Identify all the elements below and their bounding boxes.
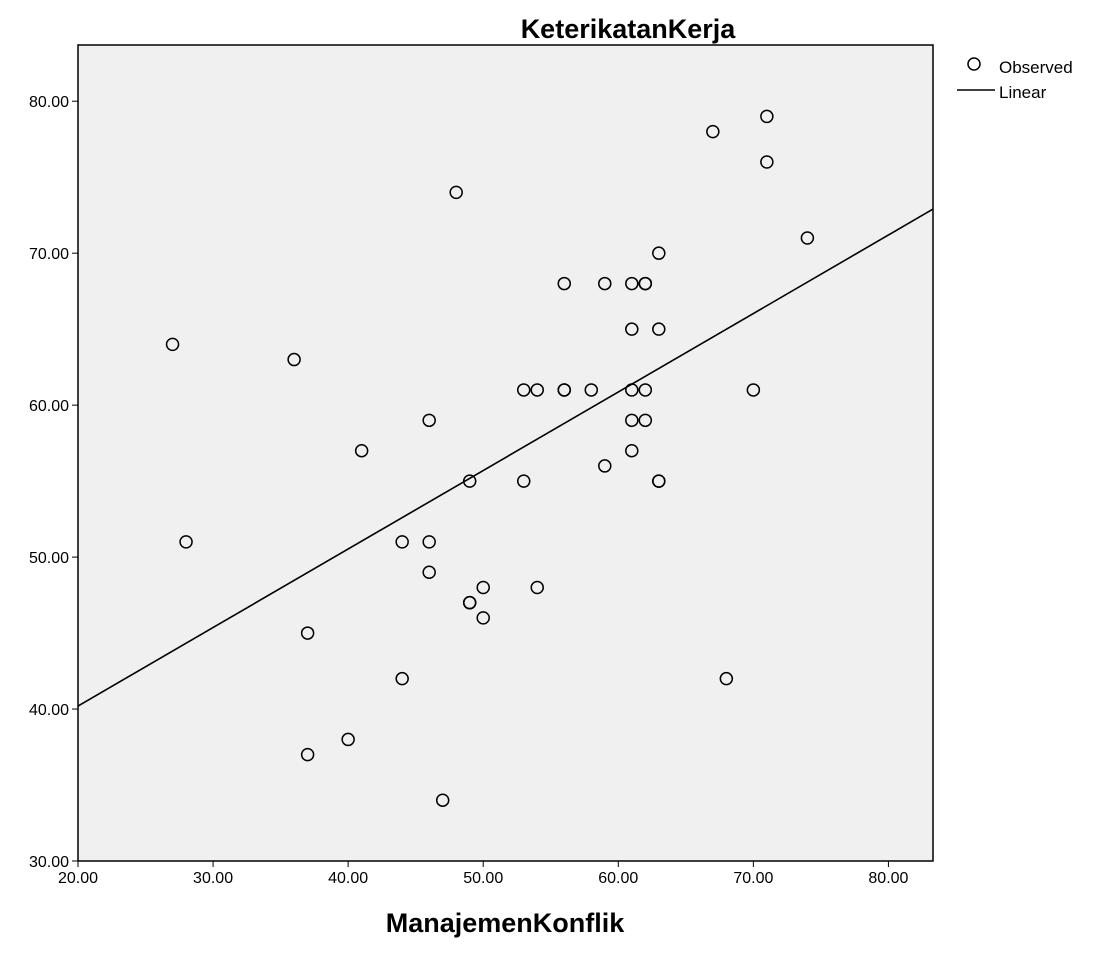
observed-point <box>516 383 531 397</box>
x-tick-label: 40.00 <box>328 870 368 887</box>
x-tick-label: 60.00 <box>598 870 638 887</box>
observed-point <box>598 459 612 473</box>
observed-point <box>652 474 666 488</box>
plot-area <box>77 44 934 862</box>
observed-point <box>476 611 490 625</box>
y-tick-label: 60.00 <box>29 398 69 415</box>
observed-point <box>625 443 639 458</box>
observed-point <box>557 383 572 397</box>
legend-linear-label: Linear <box>999 83 1047 102</box>
observed-point <box>341 732 355 747</box>
observed-point <box>652 322 666 336</box>
x-tick-label: 30.00 <box>193 870 233 887</box>
observed-point <box>165 337 180 352</box>
observed-point <box>800 231 815 245</box>
x-axis: 20.00 30.00 40.00 50.00 60.00 70.00 80.00 <box>58 861 909 887</box>
observed-point <box>462 474 477 488</box>
observed-point <box>760 155 774 169</box>
observed-point <box>652 246 666 260</box>
y-tick-label: 70.00 <box>29 246 69 263</box>
observed-point <box>638 383 653 397</box>
observed-point <box>449 185 463 200</box>
observed-point <box>719 671 734 686</box>
observed-point <box>179 535 193 549</box>
observed-point <box>395 671 409 686</box>
legend: Observed Linear <box>957 57 1073 102</box>
y-tick-label: 50.00 <box>29 550 69 567</box>
observed-point <box>625 322 639 336</box>
observed-point <box>422 535 436 549</box>
observed-point <box>598 276 612 291</box>
observed-point <box>760 109 774 124</box>
fit-line-layer <box>77 208 934 707</box>
observed-point <box>462 595 477 610</box>
observed-point <box>476 580 490 595</box>
observed-point <box>530 383 544 397</box>
x-tick-label: 70.00 <box>733 870 773 887</box>
legend-observed-label: Observed <box>999 58 1073 77</box>
y-tick-label: 80.00 <box>29 94 69 111</box>
observed-point <box>746 383 761 397</box>
observed-point <box>625 413 639 428</box>
observed-point <box>300 747 315 762</box>
x-tick-label: 20.00 <box>58 870 98 887</box>
x-axis-label: ManajemenKonflik <box>386 908 626 938</box>
linear-fit-line <box>77 208 934 707</box>
x-tick-label: 80.00 <box>868 870 908 887</box>
observed-point <box>300 626 315 640</box>
observed-point <box>435 793 450 807</box>
observed-point <box>530 580 544 595</box>
observed-point <box>638 413 653 428</box>
observed-point <box>584 383 599 397</box>
observed-point <box>516 474 531 488</box>
observed-point <box>706 124 720 139</box>
chart-title: KeterikatanKerja <box>521 14 737 44</box>
observed-point <box>287 352 301 367</box>
observed-point <box>625 383 639 397</box>
y-axis: 30.00 40.00 50.00 60.00 70.00 80.00 <box>29 94 78 871</box>
observed-point <box>354 443 369 458</box>
observed-point <box>625 276 639 291</box>
x-tick-label: 50.00 <box>463 870 503 887</box>
observed-point <box>422 565 436 580</box>
observed-point <box>557 276 572 291</box>
observed-point <box>395 535 409 549</box>
legend-observed-marker <box>967 57 981 71</box>
observed-point <box>422 413 436 428</box>
points-layer <box>165 109 815 807</box>
y-tick-label: 40.00 <box>29 702 69 719</box>
y-tick-label: 30.00 <box>29 854 69 871</box>
observed-point <box>638 276 653 291</box>
